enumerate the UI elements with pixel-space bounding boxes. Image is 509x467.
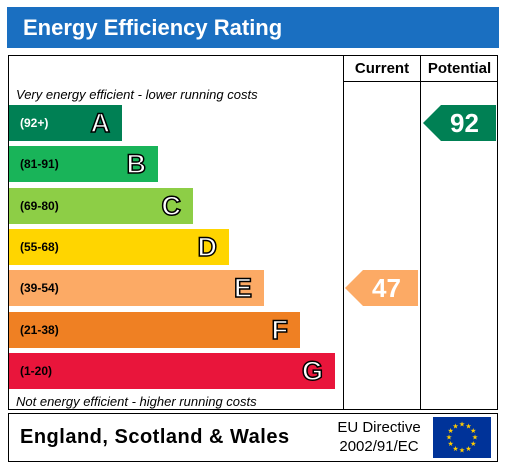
flag-star-icon: ★ xyxy=(465,422,471,430)
flag-star-icon: ★ xyxy=(470,427,476,435)
band-d: (55-68) D xyxy=(9,229,229,265)
band-letter: A xyxy=(90,107,111,139)
flag-star-icon: ★ xyxy=(465,445,471,453)
band-f: (21-38) F xyxy=(9,312,300,348)
column-divider xyxy=(343,55,344,410)
flag-star-icon: ★ xyxy=(459,447,465,455)
caption-inefficient: Not energy efficient - higher running co… xyxy=(16,394,257,409)
band-letter: D xyxy=(197,231,218,263)
band-range: (39-54) xyxy=(20,281,59,295)
directive-line-1: EU Directive xyxy=(337,419,421,436)
band-letter: F xyxy=(271,314,289,346)
column-divider xyxy=(420,55,421,410)
potential-rating-arrow: 92 xyxy=(423,105,496,141)
rating-table xyxy=(8,55,498,410)
flag-star-icon: ★ xyxy=(470,440,476,448)
band-c: (69-80) C xyxy=(9,188,193,224)
band-e: (39-54) E xyxy=(9,270,264,306)
potential-rating-arrow-value: 92 xyxy=(450,108,479,138)
country-label: England, Scotland & Wales xyxy=(20,426,290,448)
flag-star-icon: ★ xyxy=(452,445,458,453)
footer: England, Scotland & Wales EU Directive 2… xyxy=(8,413,498,462)
band-letter: G xyxy=(301,355,324,387)
band-letter: C xyxy=(161,190,182,222)
current-rating-arrow-value: 47 xyxy=(372,273,401,303)
column-header-potential: Potential xyxy=(427,60,492,77)
band-range: (21-38) xyxy=(20,323,59,337)
potential-rating-arrow-shape xyxy=(423,105,496,141)
band-range: (1-20) xyxy=(20,364,53,378)
band-b: (81-91) B xyxy=(9,146,158,182)
flag-star-icon: ★ xyxy=(448,440,454,448)
band-letter: B xyxy=(126,148,147,180)
current-rating-arrow: 47 xyxy=(345,270,418,306)
band-range: (69-80) xyxy=(20,199,59,213)
flag-star-icon: ★ xyxy=(448,427,454,435)
band-letter: E xyxy=(233,272,253,304)
band-range: (81-91) xyxy=(20,157,59,171)
caption-efficient: Very energy efficient - lower running co… xyxy=(16,87,258,102)
band-range: (92+) xyxy=(20,116,49,130)
flag-star-icon: ★ xyxy=(472,434,478,442)
eu-flag-icon: ★ ★★★★★★★★★★★ xyxy=(433,417,491,458)
band-a: (92+) A xyxy=(9,105,122,141)
band-g: (1-20) G xyxy=(9,353,335,389)
flag-star-icon: ★ xyxy=(459,421,465,429)
directive-line-2: 2002/91/EC xyxy=(339,438,419,455)
current-rating-arrow-shape xyxy=(345,270,418,306)
flag-star-icon: ★ xyxy=(452,422,458,430)
page-title: Energy Efficiency Rating xyxy=(7,7,499,48)
column-header-current: Current xyxy=(354,60,410,77)
band-range: (55-68) xyxy=(20,240,59,254)
flag-star-icon: ★ xyxy=(446,434,452,442)
header-divider xyxy=(343,81,498,82)
directive-label: EU Directive 2002/91/EC xyxy=(329,418,429,456)
